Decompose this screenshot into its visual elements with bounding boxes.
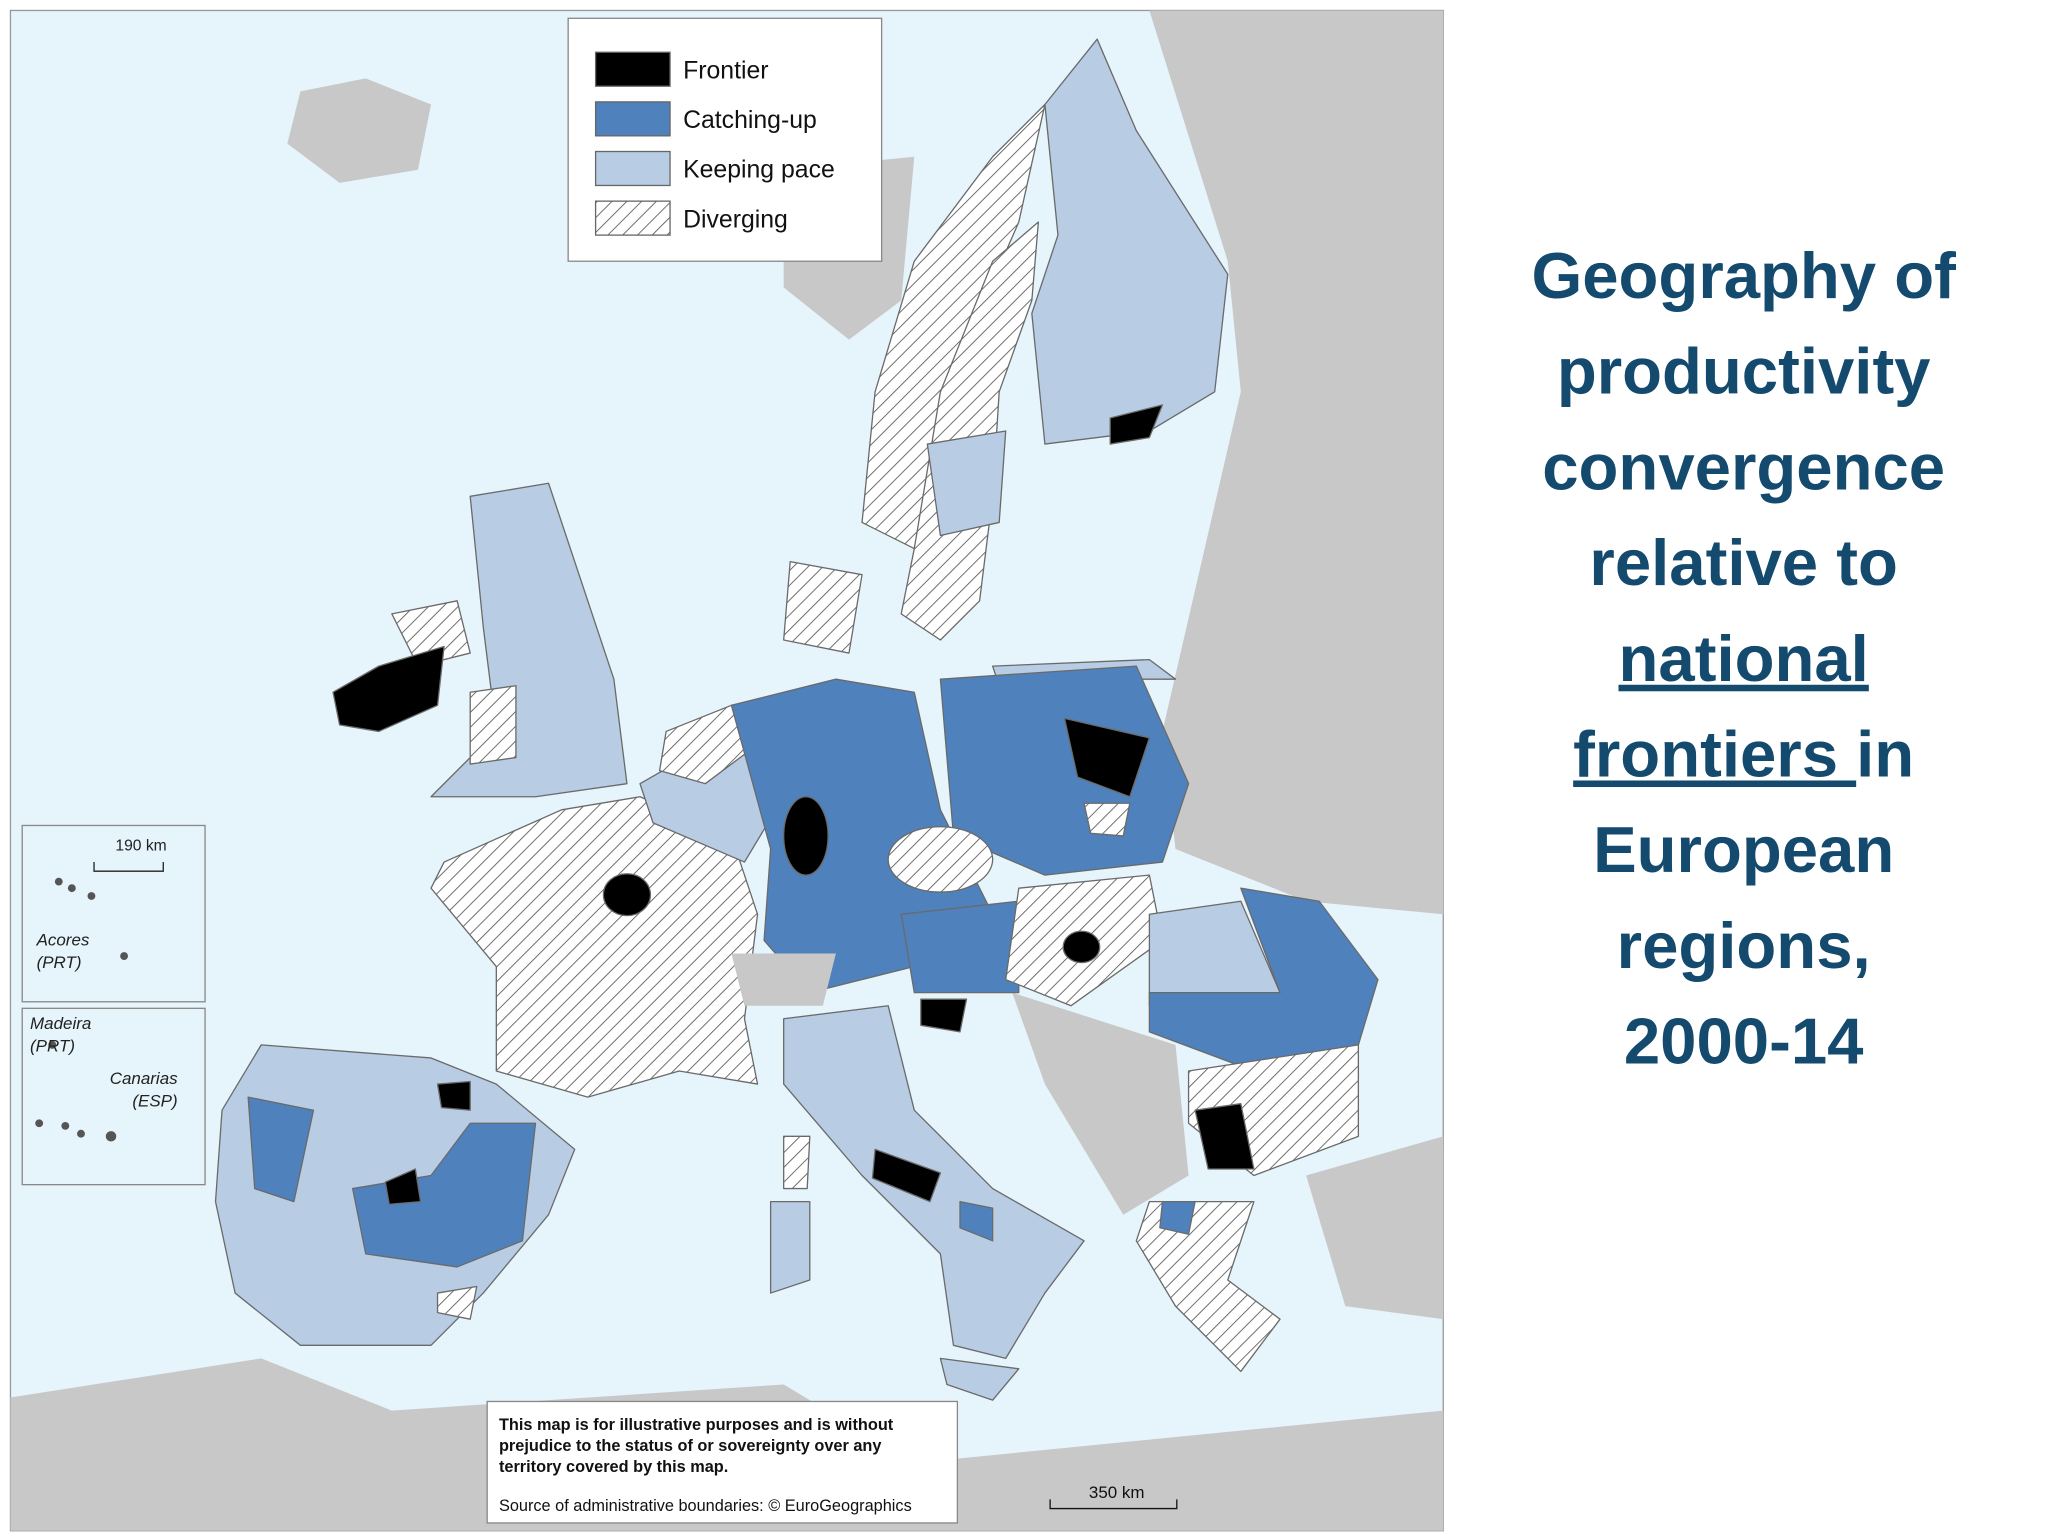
disclaimer-line: territory covered by this map. <box>499 1458 728 1476</box>
title-line: frontiers in <box>1573 717 1914 790</box>
region <box>436 1285 478 1320</box>
legend-swatch <box>594 200 671 236</box>
region <box>602 873 652 917</box>
inset-label: Acores <box>36 931 90 950</box>
land <box>1012 992 1189 1215</box>
title-segment: regions, <box>1617 909 1871 982</box>
inset-label: Canarias <box>110 1069 178 1088</box>
region <box>959 1200 994 1242</box>
title-line: productivity <box>1557 335 1931 408</box>
title-line: Geography of <box>1531 239 1956 312</box>
disclaimer: This map is for illustrative purposes an… <box>499 1416 894 1476</box>
region <box>920 998 968 1033</box>
title-segment: convergence <box>1542 430 1945 503</box>
title-segment: European <box>1593 813 1894 886</box>
title-segment: frontiers <box>1573 717 1856 790</box>
region <box>783 796 829 876</box>
title-line: regions, <box>1617 909 1871 982</box>
source: Source of administrative boundaries: © E… <box>499 1497 912 1515</box>
region <box>1159 1200 1196 1235</box>
legend: Frontier Catching-up Keeping pace Diverging <box>594 51 835 236</box>
disclaimer-line: This map is for illustrative purposes an… <box>499 1416 894 1434</box>
region <box>436 1080 471 1111</box>
region <box>1109 404 1164 445</box>
region <box>247 1096 315 1203</box>
region <box>1062 930 1101 964</box>
region <box>769 1200 811 1294</box>
region <box>430 482 628 798</box>
inset-label: Madeira <box>30 1014 91 1033</box>
title-segment: Geography of <box>1531 239 1956 312</box>
title: Geography of productivity convergence relat… <box>1531 239 1956 1078</box>
region <box>900 221 1040 641</box>
region <box>783 1135 811 1190</box>
title-line: convergence <box>1542 430 1945 503</box>
title-segment: relative to <box>1589 526 1897 599</box>
region <box>1083 802 1131 837</box>
islands <box>35 877 128 1142</box>
region <box>871 1148 942 1203</box>
title-line: 2000-14 <box>1624 1005 1864 1078</box>
region <box>469 685 517 765</box>
legend-label: Diverging <box>683 206 788 233</box>
inset-labels: Acores (PRT) Madeira (PRT) Canarias (ESP) <box>30 931 178 1111</box>
title-segment: 2000-14 <box>1624 1005 1864 1078</box>
region <box>1135 1200 1281 1373</box>
legend-label: Keeping pace <box>683 157 835 184</box>
region <box>430 796 759 1098</box>
region <box>939 1357 1020 1401</box>
inset-label: (ESP) <box>132 1091 177 1110</box>
title-segment: in <box>1856 717 1914 790</box>
region <box>351 1122 537 1268</box>
region <box>1194 1103 1255 1170</box>
region <box>900 900 1020 994</box>
land <box>1306 1136 1444 1320</box>
land <box>1149 10 1444 915</box>
title-segment: productivity <box>1557 335 1931 408</box>
legend-swatch <box>594 150 671 187</box>
region <box>783 560 863 654</box>
disclaimer-line: prejudice to the status of or sovereignt… <box>499 1437 882 1455</box>
legend-swatch <box>594 101 671 137</box>
scale-bar <box>1049 1499 1178 1510</box>
title-line: relative to <box>1589 526 1897 599</box>
region <box>1063 717 1151 798</box>
inset-box <box>21 1007 206 1186</box>
scale-bar <box>93 862 164 872</box>
region <box>658 704 759 785</box>
region <box>391 600 471 667</box>
legend-swatch <box>594 51 671 87</box>
disclaimer-box <box>486 1400 959 1524</box>
land <box>287 78 432 183</box>
inset-label: (PRT) <box>37 953 82 972</box>
scale-label: 350 km <box>1089 1483 1145 1502</box>
legend-label: Frontier <box>683 57 768 84</box>
title-segment: national <box>1619 622 1869 695</box>
title-line: national <box>1619 622 1869 695</box>
region <box>384 1168 422 1205</box>
land <box>731 953 836 1006</box>
region <box>887 826 994 893</box>
inset-box <box>21 824 206 1003</box>
inset-scale: 190 km <box>115 837 166 854</box>
title-line: European <box>1593 813 1894 886</box>
map: Frontier Catching-up Keeping pace Diverging… <box>9 9 1444 1532</box>
region <box>332 645 445 733</box>
inset-label: (PRT) <box>30 1036 75 1055</box>
legend-label: Catching-up <box>683 107 817 134</box>
region <box>926 430 1007 537</box>
region <box>1031 38 1229 445</box>
